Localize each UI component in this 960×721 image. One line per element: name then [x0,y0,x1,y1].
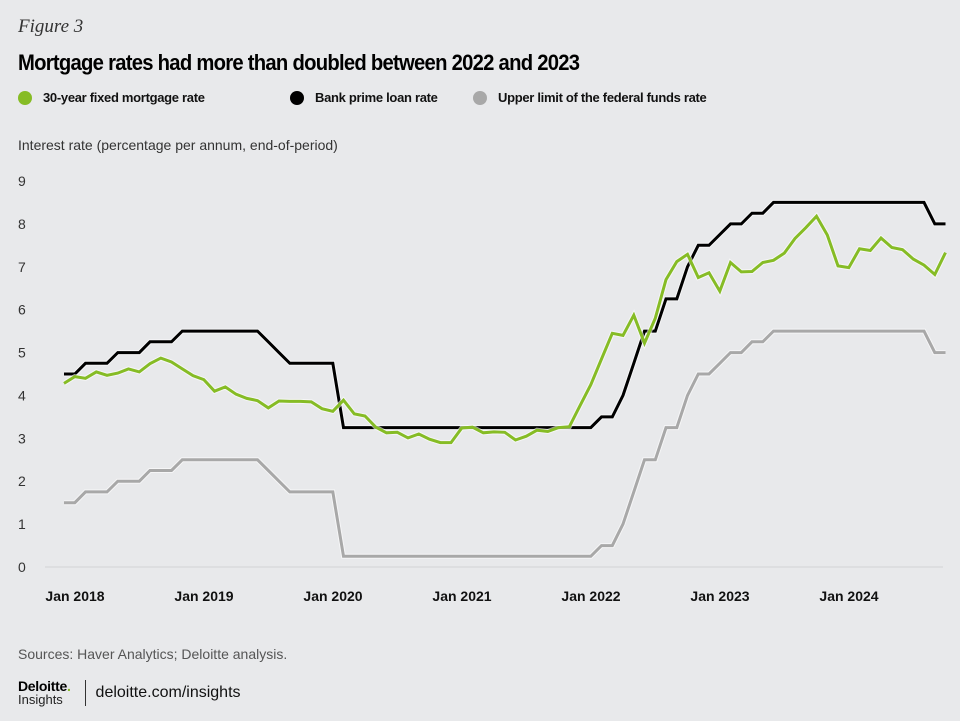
series-line-prime-halo [64,199,946,431]
legend-label-mortgage: 30-year fixed mortgage rate [43,90,205,105]
y-axis-label: Interest rate (percentage per annum, end… [18,137,338,153]
series-line-prime [64,200,946,430]
y-tick-label: 4 [18,387,26,403]
deloitte-insights-logo: Deloitte. Insights [18,678,71,707]
x-tick-label: Jan 2022 [561,588,620,604]
figure-label: Figure 3 [18,16,84,37]
series-line-mortgage [63,213,947,445]
legend-item-prime: Bank prime loan rate [290,90,473,105]
legend-swatch-mortgage [18,90,32,105]
sources-note: Sources: Haver Analytics; Deloitte analy… [18,646,288,662]
series-line-fedfunds-halo [64,328,946,559]
logo-wordmark: Deloitte [18,678,67,694]
logo-subtitle: Insights [18,692,63,707]
legend-label-fedfunds: Upper limit of the federal funds rate [498,90,707,105]
y-tick-label: 7 [18,259,26,275]
legend-item-mortgage: 30-year fixed mortgage rate [18,90,290,105]
x-tick-label: Jan 2018 [45,588,104,604]
legend-item-fedfunds: Upper limit of the federal funds rate [473,90,707,105]
x-axis: Jan 2018 Jan 2019 Jan 2020 Jan 2021 Jan 2022… [45,588,878,604]
legend-swatch-prime [290,90,304,105]
y-tick-label: 6 [18,302,26,318]
legend-label-prime: Bank prime loan rate [315,90,438,105]
chart-title: Mortgage rates had more than doubled bet… [18,50,580,75]
x-tick-label: Jan 2023 [690,588,749,604]
y-tick-label: 8 [18,216,26,232]
y-tick-label: 0 [18,559,26,575]
y-tick-label: 1 [18,516,26,532]
footer-divider [84,680,86,706]
logo-green-dot: . [66,678,71,694]
y-tick-label: 3 [18,430,26,446]
y-axis: 0 1 2 3 4 5 6 7 8 9 [18,173,26,575]
x-tick-label: Jan 2021 [432,588,491,604]
legend: 30-year fixed mortgage rate Bank prime l… [18,90,707,105]
legend-swatch-fedfunds [473,90,487,105]
y-tick-label: 9 [18,173,26,189]
x-tick-label: Jan 2020 [303,588,362,604]
website-link[interactable]: deloitte.com/insights [95,684,241,701]
y-tick-label: 2 [18,473,26,489]
footer: Deloitte. Insights deloitte.com/insights [18,678,241,707]
y-tick-label: 5 [18,345,26,361]
x-tick-label: Jan 2024 [819,588,878,604]
x-tick-label: Jan 2019 [174,588,233,604]
series-line-fedfunds [64,329,946,558]
series-group [62,199,948,559]
